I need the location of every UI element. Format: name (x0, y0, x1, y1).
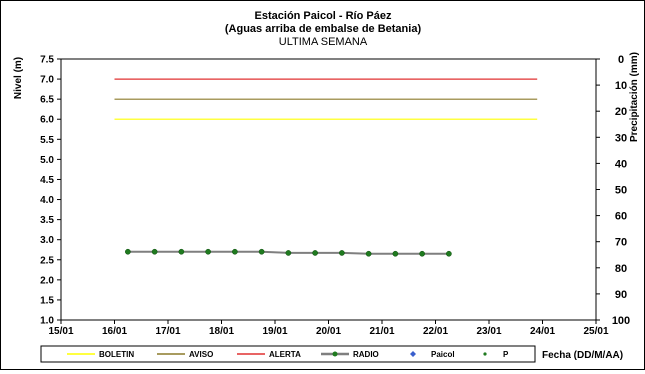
x-tick-label: 23/01 (476, 326, 501, 337)
x-axis-label: Fecha (DD/M/AA) (542, 350, 623, 361)
y2-axis-ticks: 0 10 20 30 40 50 60 70 80 90 100 (596, 54, 630, 327)
y2-tick-label: 100 (612, 315, 630, 327)
data-point-radio (151, 248, 158, 255)
data-point-radio (339, 250, 345, 256)
data-point-radio (232, 248, 238, 255)
plot-border (60, 58, 597, 321)
data-point-radio (365, 250, 372, 257)
y2-tick-label: 40 (615, 158, 627, 170)
y2-tick-label: 80 (615, 263, 627, 275)
y-tick-label: 3.0 (40, 235, 54, 246)
y-axis-label: Nivel (m) (13, 57, 24, 99)
y-tick-label: 1.5 (40, 295, 54, 306)
legend-label-paicol: Paicol (431, 350, 455, 359)
y-tick-label: 2.0 (40, 275, 54, 286)
y2-tick-label: 50 (615, 185, 627, 197)
data-point-radio (392, 250, 399, 257)
data-point-radio (285, 250, 292, 256)
y-tick-label: 5.5 (40, 135, 54, 146)
legend-label-p: P (503, 350, 509, 359)
series-layer (114, 78, 538, 257)
chart-title: Estación Paicol - Río Páez (255, 10, 392, 22)
chart-subtitle-period: ULTIMA SEMANA (279, 36, 368, 48)
x-tick-label: 20/01 (316, 326, 341, 337)
y-tick-label: 6.5 (40, 95, 54, 106)
legend-label-aviso: AVISO (189, 350, 213, 359)
legend-label-alerta: ALERTA (269, 350, 301, 359)
y-tick-label: 4.5 (40, 175, 54, 186)
y2-tick-label: 90 (615, 289, 627, 301)
data-point-radio (446, 250, 452, 257)
legend-label-boletin: BOLETIN (99, 350, 134, 359)
legend-items: BOLETIN AVISO ALERTA RADIO Paicol P (67, 350, 509, 359)
y-tick-label: 3.5 (40, 215, 54, 226)
x-tick-label: 25/01 (583, 326, 608, 337)
y-tick-label: 4.0 (40, 195, 54, 206)
legend-marker-radio (332, 351, 338, 357)
y2-tick-label: 30 (615, 132, 627, 144)
legend-marker-paicol (410, 351, 416, 357)
y2-tick-label: 10 (615, 80, 627, 92)
data-point-radio (312, 250, 318, 256)
x-tick-label: 24/01 (530, 326, 555, 337)
x-tick-label: 19/01 (262, 326, 287, 337)
y-axis-ticks: 1.0 1.5 2.0 2.5 3.0 3.5 4.0 4.5 5.0 5.5 6.0 6.5 7.0 7… (40, 55, 61, 327)
y-tick-label: 5.0 (40, 155, 54, 166)
legend (40, 345, 536, 363)
y2-tick-label: 0 (618, 54, 624, 66)
y2-tick-label: 60 (615, 211, 627, 223)
x-tick-label: 15/01 (48, 326, 73, 337)
data-point-radio (258, 248, 265, 255)
legend-label-radio: RADIO (353, 350, 379, 359)
x-tick-label: 21/01 (369, 326, 394, 337)
y-tick-label: 2.5 (40, 255, 54, 266)
x-tick-label: 16/01 (102, 326, 127, 337)
y2-axis-label: Precipitación (mm) (629, 52, 640, 142)
legend-marker-p (483, 352, 487, 356)
y2-tick-label: 70 (615, 237, 627, 249)
data-point-radio (205, 248, 211, 255)
y-tick-label: 6.0 (40, 115, 54, 126)
y-tick-label: 1.0 (40, 316, 54, 327)
x-tick-label: 17/01 (155, 326, 180, 337)
x-axis-ticks: 15/01 16/01 17/01 18/01 19/01 20/01 21/01 22/01… (48, 320, 609, 337)
data-point-radio (125, 248, 131, 255)
chart-subtitle: (Aguas arriba de embalse de Betania) (225, 23, 422, 35)
y-tick-label: 7.0 (40, 75, 54, 86)
data-point-radio (419, 250, 425, 257)
x-tick-label: 22/01 (423, 326, 448, 337)
plot-area (60, 58, 597, 321)
y-tick-label: 7.5 (40, 55, 54, 66)
data-point-radio (178, 248, 185, 255)
y2-tick-label: 20 (615, 106, 627, 118)
x-tick-label: 18/01 (209, 326, 234, 337)
